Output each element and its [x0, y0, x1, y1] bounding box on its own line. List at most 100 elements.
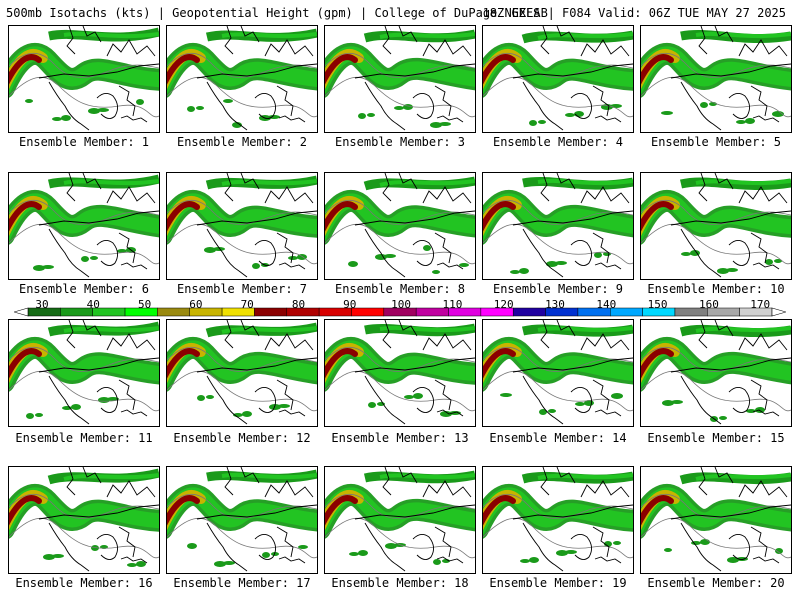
- ensemble-member-label: Ensemble Member: 11: [15, 431, 153, 445]
- ensemble-member-map: [324, 25, 476, 133]
- jet-stream-isotachs: [167, 28, 317, 128]
- height-contours: [641, 493, 791, 559]
- colorbar-high-arrow: [771, 307, 786, 317]
- coastlines: [670, 320, 791, 425]
- colorbar-tick-label: 80: [291, 298, 306, 311]
- coastlines: [512, 26, 633, 131]
- ensemble-member-map: [166, 466, 318, 574]
- ensemble-member-map: [482, 319, 634, 427]
- ensemble-member-label: Ensemble Member: 10: [647, 282, 785, 296]
- colorbar-low-arrow: [14, 307, 29, 317]
- colorbar-tick-label: 110: [442, 298, 463, 311]
- height-contours: [9, 493, 159, 559]
- ensemble-member-map: [166, 25, 318, 133]
- ensemble-member-label: Ensemble Member: 8: [334, 282, 466, 296]
- height-contours: [167, 346, 317, 412]
- ensemble-member-label: Ensemble Member: 20: [647, 576, 785, 590]
- ensemble-member-label: Ensemble Member: 12: [173, 431, 311, 445]
- coastlines: [670, 26, 791, 131]
- ensemble-member-label: Ensemble Member: 4: [492, 135, 624, 149]
- ensemble-member-map: [640, 319, 792, 427]
- colorbar-tick-label: 120: [493, 298, 514, 311]
- ensemble-member-map: [166, 172, 318, 280]
- coastlines: [196, 320, 317, 425]
- ensemble-member-map: [166, 319, 318, 427]
- colorbar-tick-label: 40: [86, 298, 100, 311]
- jet-stream-isotachs: [483, 176, 633, 274]
- height-contours: [325, 493, 475, 559]
- coastlines: [354, 467, 475, 572]
- coastlines: [196, 467, 317, 572]
- coastlines: [670, 467, 791, 572]
- jet-stream-isotachs: [325, 29, 475, 128]
- coastlines: [38, 320, 159, 425]
- colorbar-tick-label: 130: [545, 298, 565, 311]
- colorbar-swatch: [254, 307, 288, 317]
- jet-stream-isotachs: [9, 468, 159, 567]
- height-contours: [483, 346, 633, 412]
- colorbar-tick-label: 60: [189, 298, 203, 311]
- jet-stream-isotachs: [325, 176, 475, 274]
- ensemble-member-map: [482, 25, 634, 133]
- colorbar-tick-label: 90: [343, 298, 357, 311]
- ensemble-member-label: Ensemble Member: 3: [334, 135, 466, 149]
- coastlines: [512, 173, 633, 278]
- height-contours: [641, 199, 791, 265]
- coastlines: [196, 173, 317, 278]
- coastlines: [196, 26, 317, 131]
- height-contours: [641, 52, 791, 118]
- height-contours: [325, 52, 475, 118]
- ensemble-member-map: [8, 25, 160, 133]
- height-contours: [325, 199, 475, 265]
- ensemble-member-label: Ensemble Member: 19: [489, 576, 627, 590]
- coastlines: [354, 173, 475, 278]
- colorbar-swatch: [157, 307, 190, 317]
- colorbar-tick-label: 170: [750, 298, 771, 311]
- ensemble-member-map: [8, 319, 160, 427]
- height-contours: [483, 493, 633, 559]
- ensemble-member-map: [482, 466, 634, 574]
- coastlines: [38, 467, 159, 572]
- colorbar-tick-label: 70: [240, 298, 254, 311]
- ensemble-member-map: [8, 172, 160, 280]
- ensemble-member-label: Ensemble Member: 1: [18, 135, 150, 149]
- jet-stream-isotachs: [9, 321, 159, 419]
- ensemble-member-map: [324, 319, 476, 427]
- ensemble-member-map: [324, 466, 476, 574]
- coastlines: [670, 173, 791, 278]
- height-contours: [483, 52, 633, 118]
- height-contours: [641, 346, 791, 412]
- coastlines: [354, 26, 475, 131]
- ensemble-member-label: Ensemble Member: 14: [489, 431, 627, 445]
- jet-stream-isotachs: [483, 471, 633, 563]
- colorbar-swatch: [512, 307, 546, 317]
- ensemble-member-label: Ensemble Member: 15: [647, 431, 785, 445]
- height-contours: [9, 346, 159, 412]
- height-contours: [9, 199, 159, 265]
- jet-stream-isotachs: [167, 175, 317, 269]
- colorbar-tick-label: 30: [35, 298, 49, 311]
- ensemble-member-map: [482, 172, 634, 280]
- coastlines: [512, 320, 633, 425]
- colorbar-tick-label: 50: [137, 298, 152, 311]
- colorbar-tick-label: 150: [647, 298, 668, 311]
- coastlines: [38, 26, 159, 131]
- jet-stream-isotachs: [167, 322, 317, 417]
- height-contours: [325, 346, 475, 412]
- ensemble-member-label: Ensemble Member: 17: [173, 576, 311, 590]
- ensemble-member-label: Ensemble Member: 13: [331, 431, 469, 445]
- height-contours: [483, 199, 633, 265]
- height-contours: [167, 52, 317, 118]
- jet-stream-isotachs: [9, 27, 159, 121]
- isotach-colorbar: [14, 307, 786, 317]
- map-title: 500mb Isotachs (kts) | Geopotential Heig…: [6, 6, 548, 20]
- height-contours: [167, 199, 317, 265]
- ensemble-member-map: [640, 25, 792, 133]
- ensemble-member-map: [640, 466, 792, 574]
- ensemble-member-label: Ensemble Member: 9: [492, 282, 624, 296]
- ensemble-member-label: Ensemble Member: 16: [15, 576, 153, 590]
- coastlines: [38, 173, 159, 278]
- ensemble-member-label: Ensemble Member: 7: [176, 282, 308, 296]
- jet-stream-isotachs: [641, 324, 791, 422]
- jet-stream-isotachs: [641, 177, 791, 274]
